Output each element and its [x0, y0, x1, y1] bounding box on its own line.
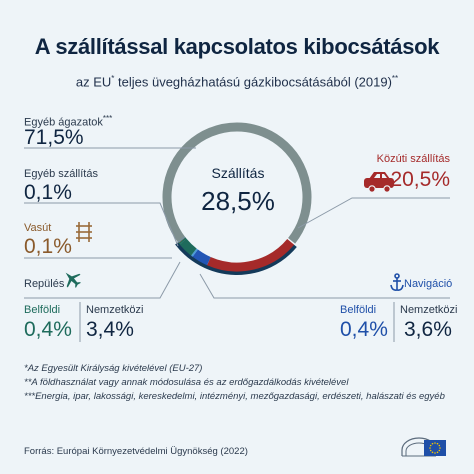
footnote-3: ***Energia, ipar, lakossági, kereskedelm…: [24, 391, 445, 402]
donut-slice-other-sectors: [162, 122, 312, 244]
leader-line-road: [297, 197, 450, 229]
label-navigation: Navigáció: [404, 278, 453, 290]
donut-slice-aviation-domestic: [178, 237, 187, 245]
label-other-sectors: Egyéb ágazatok***: [24, 114, 113, 129]
leader-line-navigation: [199, 273, 450, 299]
label-aviation: Repülés: [24, 278, 65, 290]
leader-line-aviation: [24, 261, 181, 299]
label-rail: Vasút: [24, 222, 52, 234]
airplane-icon: [65, 272, 81, 288]
label-other-transport: Egyéb szállítás: [24, 168, 98, 180]
footnote-2: **A földhasználat vagy annak módosulása …: [24, 377, 349, 388]
value-navigation-domestic: 0,4%: [340, 318, 388, 341]
anchor-icon: [390, 273, 404, 291]
eu-star-icon: [436, 442, 439, 445]
label-aviation-international: Nemzetközi: [86, 304, 144, 316]
donut-slice-navigation-international: [192, 249, 211, 266]
page-title: A szállítással kapcsolatos kibocsátások: [34, 34, 440, 59]
car-icon: [364, 172, 394, 193]
label-aviation-domestic: Belföldi: [24, 304, 61, 316]
donut-slice-road: [207, 238, 295, 272]
value-other-transport: 0,1%: [24, 181, 72, 204]
eu-star-icon: [431, 451, 434, 454]
value-road: 20,5%: [390, 168, 450, 191]
label-navigation-domestic: Belföldi: [340, 304, 377, 316]
label-navigation-international: Nemzetközi: [400, 304, 458, 316]
eu-star-icon: [438, 449, 441, 452]
footnote-1: *Az Egyesült Királyság kivételével (EU-2…: [24, 363, 203, 374]
eu-star-icon: [434, 442, 436, 444]
value-other-sectors: 71,5%: [24, 126, 84, 149]
source-note: Forrás: Európai Környezetvédelmi Ügynöks…: [24, 446, 248, 457]
eu-star-icon: [434, 452, 436, 454]
donut-band-transport: [175, 242, 297, 275]
label-road: Közúti szállítás: [376, 153, 450, 165]
eu-star-icon: [436, 451, 439, 454]
eu-star-icon: [429, 444, 432, 447]
page-subtitle: az EU* teljes üvegházhatású gázkibocsátá…: [75, 74, 399, 90]
center-value: 28,5%: [201, 186, 275, 216]
donut-slice-navigation-domestic: [191, 248, 198, 257]
rail-icon: [76, 222, 92, 242]
eu-star-icon: [429, 447, 431, 449]
footnotes: *Az Egyesült Királyság kivételével (EU-2…: [24, 362, 445, 404]
eu-flag-icon: [424, 440, 446, 456]
leader-line-other-transport: [24, 202, 179, 247]
eu-star-icon: [438, 444, 441, 447]
donut-arcs: [162, 122, 312, 275]
value-navigation-international: 3,6%: [404, 318, 452, 341]
eu-star-icon: [429, 449, 432, 452]
value-aviation-international: 3,4%: [86, 318, 134, 341]
value-rail: 0,1%: [24, 235, 72, 258]
eu-star-icon: [439, 447, 441, 449]
eu-star-icon: [431, 442, 434, 445]
value-aviation-domestic: 0,4%: [24, 318, 72, 341]
center-label: Szállítás: [211, 165, 265, 181]
donut-slice-aviation-international: [179, 238, 197, 256]
